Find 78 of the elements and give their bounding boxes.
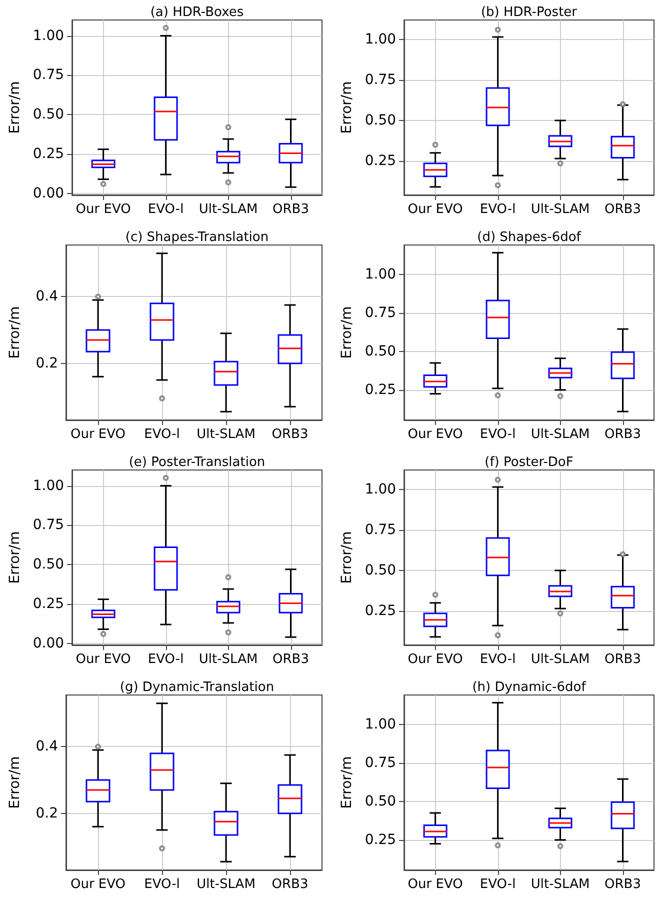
x-tick-label: EVO-l — [148, 202, 184, 217]
y-axis-title: Error/m — [339, 531, 355, 584]
y-tick-label: 0.25 — [364, 152, 396, 169]
x-tick-label: EVO-l — [480, 427, 516, 442]
y-tick-label: 0.2 — [36, 805, 58, 822]
y-tick-label: 0.00 — [32, 635, 64, 652]
x-tick-label: EVO-l — [144, 427, 180, 442]
y-tick-label: 1.00 — [32, 28, 64, 44]
x-tick-label: Ult-SLAM — [530, 202, 590, 217]
y-axis-title: Error/m — [339, 756, 355, 809]
x-tick-label: EVO-l — [480, 877, 516, 892]
x-tick-label: Ult-SLAM — [196, 427, 256, 442]
chart-title: (b) HDR-Poster — [480, 5, 578, 20]
y-tick-label: 0.2 — [36, 355, 58, 372]
x-tick-label: EVO-l — [144, 877, 180, 892]
y-tick-label: 0.50 — [32, 106, 64, 123]
x-tick-label: Our EVO — [76, 202, 131, 217]
x-tick-label: ORB3 — [604, 427, 641, 442]
y-tick-label: 1.00 — [364, 266, 396, 282]
y-tick-label: 0.75 — [364, 522, 396, 538]
y-tick-label: 0.75 — [32, 67, 64, 84]
chart-title: (a) HDR-Boxes — [150, 5, 244, 20]
x-tick-label: Our EVO — [70, 877, 126, 892]
x-tick-label: Our EVO — [408, 877, 463, 892]
y-tick-label: 0.50 — [364, 343, 396, 360]
y-axis-title: Error/m — [7, 531, 23, 584]
y-tick-label: 0.00 — [32, 185, 64, 202]
x-tick-label: Ult-SLAM — [530, 427, 590, 442]
y-axis-title: Error/m — [339, 306, 355, 359]
x-tick-label: ORB3 — [604, 202, 641, 217]
y-tick-label: 1.00 — [364, 481, 396, 498]
y-axis-title: Error/m — [7, 756, 23, 809]
x-tick-label: Our EVO — [408, 652, 463, 667]
y-tick-label: 0.50 — [32, 556, 64, 573]
x-tick-label: Ult-SLAM — [530, 652, 590, 667]
y-tick-label: 0.50 — [364, 562, 396, 578]
x-tick-label: ORB3 — [604, 877, 641, 892]
x-tick-label: Our EVO — [408, 202, 463, 217]
y-tick-label: 0.25 — [364, 602, 396, 619]
x-tick-label: EVO-l — [480, 202, 516, 217]
y-tick-label: 1.00 — [364, 31, 396, 48]
y-tick-label: 0.75 — [32, 517, 64, 534]
y-tick-label: 0.50 — [364, 112, 396, 128]
y-axis-title: Error/m — [7, 306, 23, 359]
y-tick-label: 0.25 — [32, 146, 64, 162]
y-tick-label: 0.25 — [364, 832, 396, 848]
x-tick-label: ORB3 — [272, 202, 309, 217]
x-tick-label: EVO-l — [480, 652, 516, 667]
chart-title: (e) Poster-Translation — [128, 455, 266, 470]
y-tick-label: 0.25 — [32, 596, 64, 612]
x-tick-label: Ult-SLAM — [198, 202, 258, 217]
chart-title: (h) Dynamic-6dof — [472, 680, 586, 695]
y-tick-label: 0.75 — [364, 304, 396, 321]
x-tick-label: Our EVO — [70, 427, 126, 442]
x-tick-label: Ult-SLAM — [196, 877, 256, 892]
y-tick-label: 0.75 — [364, 72, 396, 88]
y-axis-title: Error/m — [339, 81, 355, 134]
x-tick-label: Ult-SLAM — [530, 877, 590, 892]
chart-title: (d) Shapes-6dof — [477, 230, 582, 245]
y-tick-label: 0.75 — [364, 754, 396, 771]
chart-title: (c) Shapes-Translation — [125, 230, 269, 245]
x-tick-label: ORB3 — [272, 652, 309, 667]
chart-title: (f) Poster-DoF — [484, 455, 574, 470]
x-tick-label: Our EVO — [408, 427, 463, 442]
x-tick-label: ORB3 — [604, 652, 641, 667]
y-tick-label: 0.4 — [36, 738, 58, 755]
y-tick-label: 0.4 — [36, 288, 58, 305]
x-tick-label: ORB3 — [272, 877, 308, 892]
x-tick-label: EVO-l — [148, 652, 184, 667]
x-tick-label: Our EVO — [76, 652, 131, 667]
x-tick-label: ORB3 — [272, 427, 308, 442]
y-tick-label: 1.00 — [364, 716, 396, 732]
y-tick-label: 1.00 — [32, 478, 64, 494]
chart-title: (g) Dynamic-Translation — [120, 680, 274, 695]
y-tick-label: 0.25 — [364, 382, 396, 398]
y-axis-title: Error/m — [7, 81, 23, 134]
x-tick-label: Ult-SLAM — [198, 652, 258, 667]
y-tick-label: 0.50 — [364, 793, 396, 810]
